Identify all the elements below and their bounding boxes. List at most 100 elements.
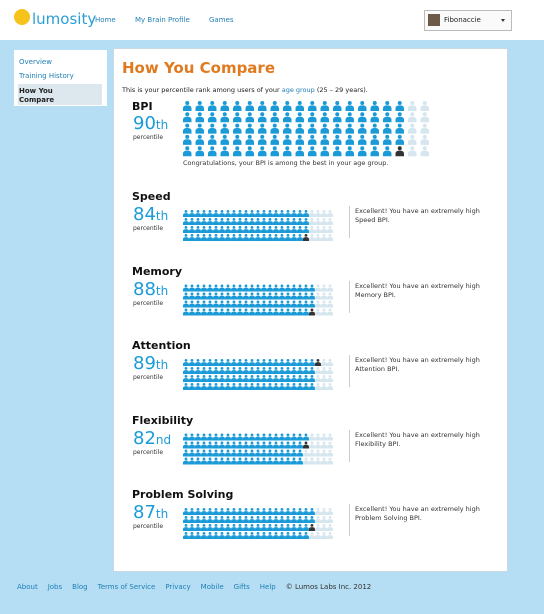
person-head (262, 375, 266, 378)
side-link[interactable]: Overview (19, 58, 52, 66)
person-body (231, 436, 237, 441)
message: Excellent! You have an extremely high Pr… (355, 505, 480, 522)
person-head (385, 101, 390, 105)
person-head (316, 226, 320, 229)
person-head (298, 449, 302, 453)
side-link-active[interactable]: How You Compare (19, 87, 55, 104)
person-body (420, 150, 429, 157)
person-head (256, 383, 260, 386)
person-body (320, 150, 329, 157)
nav-link[interactable]: My Brain Profile (135, 16, 190, 24)
rank: 82nd (133, 428, 171, 449)
person-body (321, 452, 327, 457)
footer-link[interactable]: About (17, 583, 38, 591)
person-head (280, 308, 284, 312)
person-head (190, 359, 194, 362)
person-head (214, 292, 218, 296)
intro-link[interactable]: age group (281, 86, 315, 94)
person-body (201, 295, 207, 300)
person-head (210, 134, 215, 139)
person-head (232, 532, 236, 535)
person-head (328, 210, 332, 213)
person-head (238, 441, 242, 445)
person-body (249, 460, 255, 465)
person-head (250, 383, 254, 386)
person-body (327, 452, 333, 457)
person-head (190, 284, 194, 288)
nav-link[interactable]: Games (209, 16, 234, 24)
person-body (321, 370, 327, 374)
person-head (232, 226, 236, 229)
footer-link[interactable]: Mobile (200, 583, 224, 591)
person-head (310, 146, 315, 151)
person-body (189, 303, 195, 308)
person-head (360, 101, 365, 105)
person-head (328, 308, 332, 312)
person-head (268, 218, 272, 221)
person-head (256, 508, 260, 511)
person-head (184, 226, 188, 229)
person-head (280, 284, 284, 288)
user-menu[interactable]: Fibonaccie (424, 10, 512, 31)
footer-link[interactable]: Jobs (47, 583, 63, 591)
person-head (238, 433, 242, 437)
person-body (303, 237, 309, 241)
person-body (267, 444, 273, 449)
person-head (226, 284, 230, 288)
person-body (270, 116, 279, 123)
person-head (232, 433, 236, 437)
logo[interactable]: lumosity (32, 10, 97, 28)
side-link[interactable]: Training History (19, 72, 74, 80)
person-head (292, 441, 296, 445)
person-body (321, 386, 327, 390)
person-head (322, 359, 326, 362)
footer-link[interactable]: Terms of Service (97, 583, 156, 591)
person-head (208, 300, 212, 304)
footer: About Jobs Blog Terms of Service Privacy Mobi… (17, 583, 371, 591)
footer-link[interactable]: Privacy (165, 583, 191, 591)
person-head (286, 524, 290, 527)
person-body (255, 378, 261, 382)
person-body (327, 287, 333, 292)
person-body (237, 378, 243, 382)
footer-link[interactable]: Blog (72, 583, 88, 591)
person-head (280, 292, 284, 296)
person-head (232, 234, 236, 237)
person-head (238, 300, 242, 304)
person-body (309, 311, 315, 316)
person-body (303, 221, 309, 225)
person-body (303, 511, 309, 515)
person-head (322, 210, 326, 213)
nav-link[interactable]: Home (95, 16, 116, 24)
person-head (304, 226, 308, 229)
person-head (385, 134, 390, 139)
person-head (385, 123, 390, 128)
person-head (222, 123, 227, 128)
person-head (262, 359, 266, 362)
person-body (243, 229, 249, 233)
person-body (261, 303, 267, 308)
person-body (321, 229, 327, 233)
person-head (250, 449, 254, 453)
person-head (190, 375, 194, 378)
person-head (316, 508, 320, 511)
person-head (262, 300, 266, 304)
footer-link[interactable]: Gifts (233, 583, 250, 591)
footer-link[interactable]: Help (259, 583, 276, 591)
person-head (256, 284, 260, 288)
person-body (370, 105, 379, 111)
person-head (190, 457, 194, 461)
rank-suffix: nd (155, 432, 172, 447)
person-head (274, 367, 278, 370)
person-body (309, 527, 315, 531)
person-body (303, 311, 309, 316)
person-head (310, 226, 314, 229)
person-body (183, 362, 189, 366)
person-head (292, 226, 296, 229)
person-head (244, 359, 248, 362)
person-head (347, 146, 352, 151)
person-body (207, 460, 213, 465)
person-body (327, 221, 333, 225)
person-head (328, 367, 332, 370)
person-body (408, 139, 417, 145)
